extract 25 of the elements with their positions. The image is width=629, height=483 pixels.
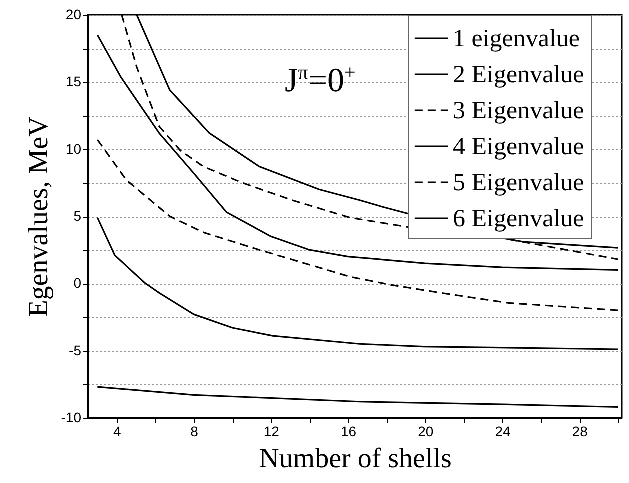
annotation: J$^{π}$=0$^{+}$	[285, 62, 356, 100]
x-tick-label: 8	[190, 424, 199, 440]
x-tick-label: 28	[572, 424, 588, 440]
x-tick-label: 24	[495, 424, 511, 440]
legend-label: 2 Eigenvalue	[453, 62, 584, 88]
legend-label: 6 Eigenvalue	[453, 206, 584, 232]
y-tick-label: 10	[66, 140, 82, 157]
legend-label: 1 eigenvalue	[453, 26, 580, 52]
x-tick-label: 12	[264, 424, 280, 440]
y-tick-label: 0	[74, 275, 82, 292]
y-tick-label: -5	[69, 342, 82, 358]
y-tick-label: -10	[61, 410, 82, 426]
x-tick-label: 16	[340, 424, 357, 440]
legend-label: 5 Eigenvalue	[453, 170, 584, 196]
y-tick-label: 5	[74, 208, 82, 224]
x-axis-title: Number of shells	[259, 444, 452, 474]
legend-label: 3 Eigenvalue	[453, 98, 584, 124]
y-axis-title: Egenvalues, MeV	[23, 116, 54, 318]
line-series	[96, 386, 619, 408]
y-tick-label: 15	[66, 74, 82, 90]
line-series	[96, 139, 619, 312]
x-tick-label: 20	[418, 424, 434, 440]
legend-label: 4 Eigenvalue	[453, 134, 584, 160]
y-tick-label: 20	[66, 6, 82, 22]
x-tick-label: 4	[114, 424, 122, 440]
